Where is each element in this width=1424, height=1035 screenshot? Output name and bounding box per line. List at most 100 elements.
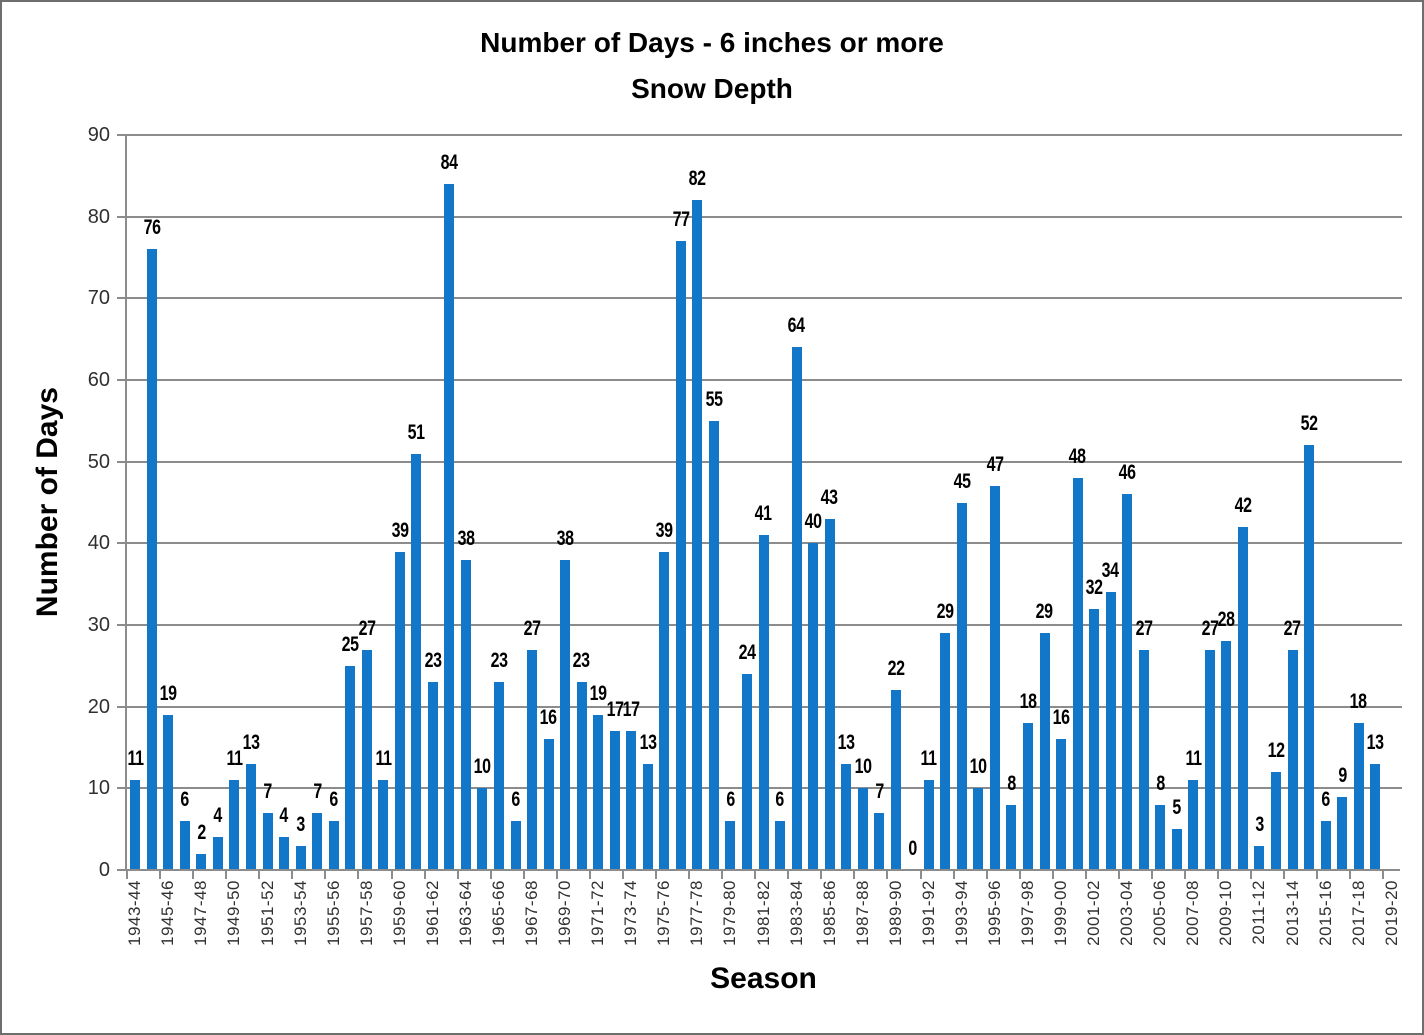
y-tick-mark: [117, 379, 125, 381]
x-tick-mark: [258, 871, 261, 879]
bar-value-label: 38: [556, 526, 574, 550]
bar-value-label: 8: [1156, 771, 1165, 795]
bar-value-label: 27: [523, 616, 541, 640]
bar: [1105, 592, 1116, 870]
x-tick-label: 1997-98: [1018, 880, 1038, 946]
bar: [1171, 829, 1182, 870]
x-tick-mark: [522, 871, 525, 879]
bar-value-label: 27: [1201, 616, 1219, 640]
x-tick-label: 1995-96: [984, 880, 1004, 946]
bar-value-label: 7: [263, 779, 272, 803]
y-tick-label: 70: [87, 287, 110, 310]
bar-value-label: 16: [1052, 706, 1070, 730]
bar: [775, 821, 786, 870]
bar-value-label: 3: [1255, 812, 1264, 836]
bar: [890, 690, 901, 870]
bar-value-label: 6: [511, 788, 520, 811]
bar-value-label: 6: [775, 788, 785, 811]
x-tick-label: 1971-72: [588, 880, 608, 946]
bar: [1370, 763, 1381, 870]
bar-value-label: 40: [804, 510, 822, 534]
bar-value-label: 11: [375, 747, 392, 771]
bar: [593, 714, 604, 870]
bar-value-label: 4: [213, 804, 223, 828]
bar: [262, 812, 273, 870]
x-tick-mark: [1051, 871, 1054, 879]
bar-value-label: 45: [953, 469, 971, 493]
x-tick-label: 1981-82: [753, 880, 773, 946]
bar: [708, 420, 719, 870]
bar: [940, 633, 951, 870]
x-tick-mark: [588, 871, 591, 879]
bar-value-label: 19: [159, 681, 177, 705]
y-tick-label: 80: [87, 205, 110, 228]
bar: [1271, 772, 1281, 870]
y-tick-mark: [117, 460, 125, 463]
x-tick-mark: [985, 871, 988, 879]
bar-value-label: 22: [887, 657, 905, 681]
bar-value-label: 11: [226, 747, 243, 771]
gridline: [127, 460, 1402, 463]
bar-value-label: 7: [874, 779, 884, 803]
bar: [1122, 494, 1133, 870]
x-tick-mark: [192, 871, 195, 879]
bar-value-label: 4: [279, 804, 289, 828]
bar: [841, 763, 852, 870]
bar-value-label: 27: [1284, 616, 1302, 640]
bar: [328, 821, 339, 870]
y-tick-label: 40: [87, 532, 110, 555]
bar-value-label: 12: [1267, 739, 1285, 762]
x-tick-mark: [1316, 871, 1319, 879]
bar-value-label: 55: [705, 387, 723, 411]
bar-value-label: 19: [589, 681, 607, 705]
x-tick-mark: [126, 871, 128, 879]
bar-value-label: 13: [639, 730, 657, 754]
y-tick-mark: [117, 787, 125, 790]
bar-value-label: 43: [821, 485, 839, 509]
x-tick-mark: [655, 871, 658, 879]
bar-value-label: 3: [296, 812, 305, 836]
bar: [345, 665, 356, 870]
bar: [642, 763, 653, 870]
bar: [527, 649, 538, 870]
x-tick-mark: [456, 871, 459, 879]
x-tick-label: 1953-54: [290, 880, 310, 946]
bar: [609, 731, 620, 870]
x-tick-label: 1969-70: [555, 880, 575, 946]
x-tick-label: 1945-46: [158, 880, 178, 946]
x-tick-mark: [225, 871, 228, 879]
x-tick-label: 2003-04: [1117, 880, 1137, 946]
bar-value-label: 23: [424, 649, 442, 673]
bar: [130, 780, 141, 870]
x-tick-label: 1989-90: [885, 880, 905, 946]
chart-title-line1: Number of Days - 6 inches or more: [480, 27, 944, 58]
y-tick-mark: [117, 705, 125, 708]
x-tick-mark: [1283, 871, 1286, 879]
x-tick-label: 1975-76: [654, 880, 674, 946]
bar: [741, 674, 752, 870]
x-tick-label: 1967-68: [522, 880, 542, 946]
y-axis-line: [125, 134, 127, 871]
bar: [1006, 804, 1017, 870]
bar-value-label: 29: [936, 600, 954, 624]
bar-value-label: 7: [312, 779, 322, 803]
x-tick-mark: [489, 871, 492, 879]
bar-value-label: 0: [908, 837, 917, 860]
bar-value-label: 23: [490, 649, 508, 673]
x-tick-mark: [754, 871, 757, 879]
bar: [196, 853, 207, 870]
bar: [1204, 649, 1215, 870]
bar: [1337, 796, 1348, 870]
x-tick-mark: [1018, 871, 1021, 879]
bar-value-label: 76: [143, 216, 161, 240]
gridline: [127, 379, 1402, 381]
bar-value-label: 39: [655, 518, 673, 542]
bar-value-label: 64: [788, 314, 806, 338]
bar: [1353, 723, 1364, 870]
bar-value-label: 2: [197, 820, 206, 844]
x-tick-mark: [555, 871, 558, 879]
bar: [460, 559, 471, 870]
x-tick-mark: [1184, 871, 1187, 879]
